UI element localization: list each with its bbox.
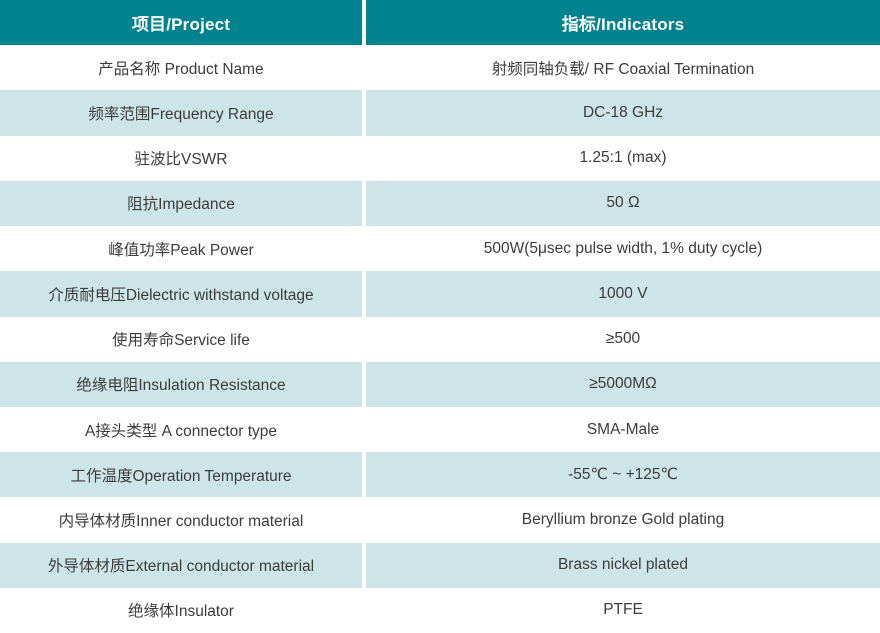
table-row: 工作温度Operation Temperature -55℃ ~ +125℃: [0, 452, 880, 498]
project-label: 产品名称 Product Name: [98, 60, 264, 78]
project-cell: 驻波比VSWR: [0, 135, 362, 181]
project-label: 频率范围Frequency Range: [88, 106, 274, 124]
project-label: 外导体材质External conductor material: [47, 558, 315, 576]
project-cell: 介质耐电压Dielectric withstand voltage: [0, 271, 362, 317]
indicator-value: SMA-Male: [586, 420, 660, 438]
indicator-cell: 50 Ω: [366, 180, 880, 227]
indicator-cell: ≥5000MΩ: [366, 361, 880, 407]
table-row: 使用寿命Service life ≥500: [0, 316, 880, 362]
table-row: 绝缘电阻Insulation Resistance ≥5000MΩ: [0, 361, 880, 407]
project-label: 内导体材质Inner conductor material: [58, 512, 304, 530]
table-row: 内导体材质Inner conductor material Beryllium …: [0, 497, 880, 543]
indicator-cell: DC-18 GHz: [366, 90, 880, 136]
table-row: 介质耐电压Dielectric withstand voltage 1000 V: [0, 271, 880, 317]
indicator-value: Brass nickel plated: [557, 556, 689, 574]
project-cell: 内导体材质Inner conductor material: [0, 497, 362, 543]
table-row: 驻波比VSWR 1.25:1 (max): [0, 135, 880, 181]
indicator-cell: SMA-Male: [366, 406, 880, 453]
header-cell-indicators: 指标/Indicators: [366, 0, 880, 46]
table-row: 频率范围Frequency Range DC-18 GHz: [0, 90, 880, 136]
project-cell: 使用寿命Service life: [0, 316, 362, 362]
indicator-value: -55℃ ~ +125℃: [568, 466, 678, 484]
indicator-value: 射频同轴负载/ RF Coaxial Termination: [491, 60, 755, 78]
indicator-value: DC-18 GHz: [582, 104, 664, 122]
indicator-cell: 500W(5μsec pulse width, 1% duty cycle): [366, 226, 880, 272]
project-label: 绝缘体Insulator: [128, 603, 234, 621]
project-cell: 工作温度Operation Temperature: [0, 452, 362, 498]
indicator-value: 1.25:1 (max): [579, 149, 667, 167]
indicator-cell: Beryllium bronze Gold plating: [366, 497, 880, 543]
table-row: A接头类型 A connector type SMA-Male: [0, 406, 880, 453]
project-label: 绝缘电阻Insulation Resistance: [76, 377, 286, 395]
indicator-cell: 射频同轴负载/ RF Coaxial Termination: [366, 45, 880, 91]
project-label: 使用寿命Service life: [112, 332, 250, 350]
indicator-value: Beryllium bronze Gold plating: [521, 510, 725, 528]
table-row: 阻抗Impedance 50 Ω: [0, 180, 880, 227]
indicator-value: 50 Ω: [606, 194, 640, 212]
indicator-cell: 1000 V: [366, 271, 880, 317]
indicator-cell: ≥500: [366, 316, 880, 362]
table-row: 峰值功率Peak Power 500W(5μsec pulse width, 1…: [0, 226, 880, 272]
indicator-cell: 1.25:1 (max): [366, 135, 880, 181]
header-cell-project: 项目/Project: [0, 0, 362, 46]
project-cell: A接头类型 A connector type: [0, 406, 362, 453]
indicator-cell: Brass nickel plated: [366, 542, 880, 588]
project-cell: 外导体材质External conductor material: [0, 542, 362, 588]
indicator-value: ≥500: [605, 330, 641, 348]
project-cell: 阻抗Impedance: [0, 180, 362, 227]
project-cell: 绝缘电阻Insulation Resistance: [0, 361, 362, 407]
project-cell: 频率范围Frequency Range: [0, 90, 362, 136]
table-row: 产品名称 Product Name 射频同轴负载/ RF Coaxial Ter…: [0, 45, 880, 91]
project-label: 峰值功率Peak Power: [108, 241, 254, 259]
indicator-value: ≥5000MΩ: [589, 375, 657, 393]
indicator-value: 500W(5μsec pulse width, 1% duty cycle): [483, 239, 763, 257]
project-label: 阻抗Impedance: [127, 196, 235, 214]
project-label: 驻波比VSWR: [134, 151, 228, 169]
header-indicators-label: 指标/Indicators: [561, 15, 685, 35]
project-cell: 产品名称 Product Name: [0, 45, 362, 91]
table-row: 外导体材质External conductor material Brass n…: [0, 542, 880, 588]
project-label: 工作温度Operation Temperature: [70, 467, 292, 485]
header-project-label: 项目/Project: [131, 15, 231, 35]
indicator-value: 1000 V: [598, 284, 648, 302]
indicator-cell: -55℃ ~ +125℃: [366, 452, 880, 498]
project-cell: 绝缘体Insulator: [0, 587, 362, 633]
project-label: A接头类型 A connector type: [84, 422, 278, 440]
indicator-cell: PTFE: [366, 587, 880, 633]
table-row: 绝缘体Insulator PTFE: [0, 587, 880, 633]
indicator-value: PTFE: [603, 601, 643, 619]
project-cell: 峰值功率Peak Power: [0, 226, 362, 272]
project-label: 介质耐电压Dielectric withstand voltage: [48, 286, 314, 304]
table-header-row: 项目/Project 指标/Indicators: [0, 0, 880, 46]
